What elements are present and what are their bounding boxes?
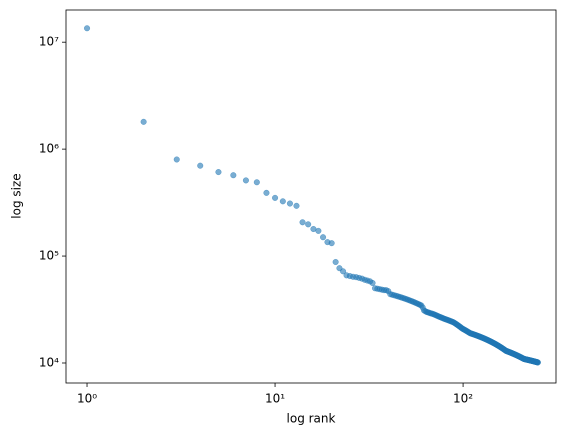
point [328, 240, 335, 247]
point [315, 227, 322, 234]
point [332, 258, 339, 266]
point [242, 177, 249, 184]
y-tick-label: 10⁴ [39, 355, 59, 369]
point [305, 221, 312, 228]
x-axis-label: log rank [287, 412, 336, 426]
point [293, 202, 300, 209]
point [230, 172, 237, 179]
y-tick-label: 10⁶ [39, 142, 59, 156]
point [272, 194, 279, 201]
point [320, 234, 327, 241]
point [279, 198, 286, 205]
point [140, 118, 147, 125]
point [534, 359, 541, 366]
point [173, 156, 180, 163]
y-tick-label: 10⁷ [39, 35, 59, 49]
point [83, 25, 91, 32]
x-tick-label: 10⁰ [77, 392, 97, 406]
point [197, 162, 204, 169]
y-axis-label: log size [10, 173, 24, 218]
point [286, 200, 293, 207]
point [263, 189, 270, 196]
x-tick-label: 10² [453, 392, 473, 406]
point [253, 179, 260, 186]
y-tick-label: 10⁵ [39, 249, 59, 263]
point [340, 268, 347, 275]
point [215, 169, 222, 176]
point [369, 279, 376, 287]
plot-frame [65, 9, 557, 384]
x-tick-label: 10¹ [265, 392, 285, 406]
point [299, 219, 306, 226]
